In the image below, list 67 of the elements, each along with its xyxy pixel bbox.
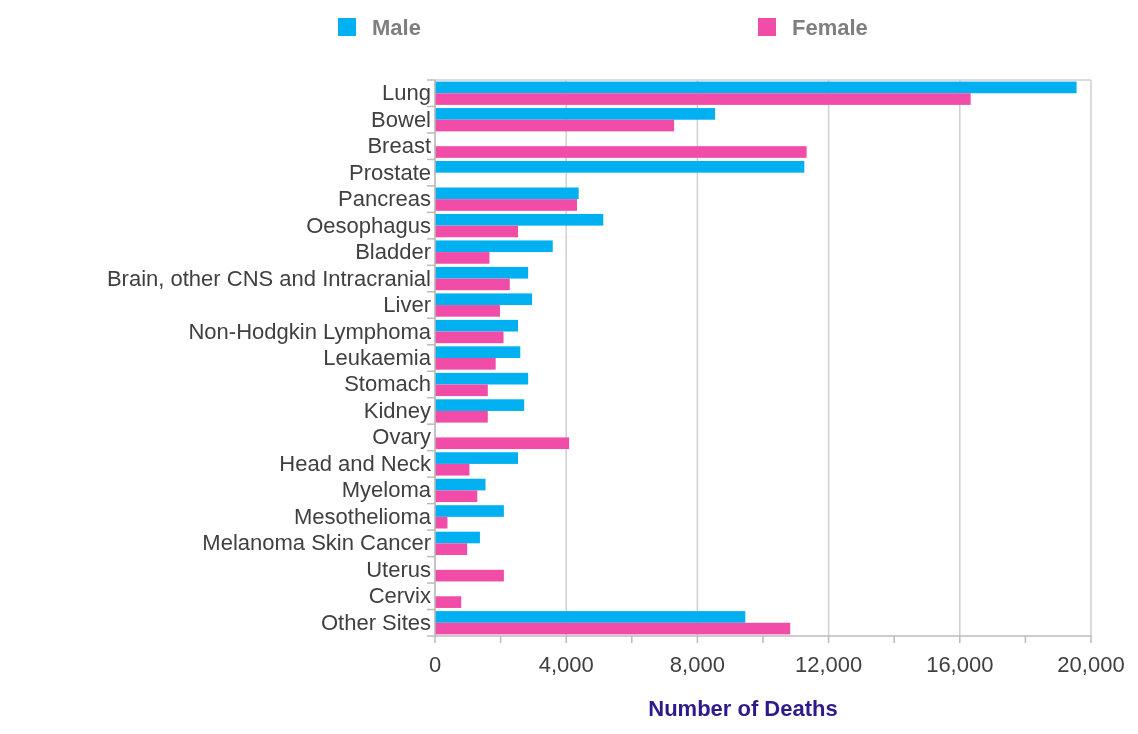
legend-label: Female	[792, 15, 868, 40]
bar	[435, 108, 716, 120]
bar	[435, 213, 604, 226]
y-tick-label: Non-Hodgkin Lymphoma	[188, 318, 432, 344]
bar	[435, 490, 478, 503]
y-tick-label: Myeloma	[341, 477, 432, 503]
y-tick-label: Oesophagus	[306, 212, 431, 238]
y-tick-label: Breast	[367, 133, 431, 159]
bar	[435, 516, 448, 529]
bar	[435, 146, 807, 158]
y-tick-label: Uterus	[366, 556, 431, 582]
x-tick-label: 0	[428, 652, 442, 677]
y-tick-label: Other Sites	[320, 609, 431, 635]
y-tick-label: Mesothelioma	[294, 503, 432, 529]
bar	[435, 358, 496, 370]
bar	[435, 543, 468, 555]
y-tick-label: Pancreas	[338, 186, 431, 212]
bar	[435, 437, 570, 450]
bar	[435, 622, 791, 635]
y-tick-label: Prostate	[349, 159, 431, 185]
bar	[435, 384, 488, 397]
bar	[435, 199, 578, 211]
bar	[435, 505, 504, 517]
y-tick-label: Leukaemia	[323, 345, 432, 370]
y-tick-label: Lung	[382, 80, 431, 106]
bar	[435, 569, 504, 582]
bar	[435, 266, 529, 279]
y-tick-label: Liver	[383, 292, 431, 318]
bar	[435, 452, 518, 464]
bar	[435, 119, 675, 132]
bar	[435, 278, 510, 291]
bar	[435, 293, 533, 306]
bar	[435, 161, 805, 173]
bar	[435, 478, 486, 491]
bar	[435, 463, 470, 476]
y-tick-label: Stomach	[344, 371, 431, 397]
bar	[435, 305, 500, 317]
bar	[435, 187, 579, 200]
y-tick-label: Brain, other CNS and Intracranial	[106, 265, 431, 291]
legend-label: Male	[372, 15, 421, 40]
x-tick-label: 20,000	[1057, 652, 1125, 677]
y-tick-label: Bladder	[355, 239, 431, 265]
bar	[435, 225, 518, 238]
bar	[435, 240, 553, 253]
bar	[435, 252, 490, 264]
x-tick-label: 12,000	[794, 652, 863, 677]
x-tick-label: 4,000	[538, 652, 594, 677]
bar	[435, 531, 480, 544]
bar	[435, 331, 504, 344]
bar	[435, 410, 488, 423]
bar	[435, 596, 462, 608]
y-tick-label: Bowel	[371, 106, 431, 132]
bar	[435, 319, 518, 332]
y-tick-label: Ovary	[372, 424, 431, 450]
y-tick-label: Melanoma Skin Cancer	[202, 530, 431, 556]
y-tick-label: Kidney	[363, 397, 431, 423]
bar	[435, 611, 746, 623]
y-tick-label: Head and Neck	[279, 450, 432, 476]
x-axis-title: Number of Deaths	[648, 696, 838, 721]
x-tick-label: 8,000	[669, 652, 725, 677]
y-tick-label: Cervix	[368, 583, 431, 609]
bar	[435, 399, 525, 411]
bar	[435, 346, 521, 358]
x-tick-label: 16,000	[926, 652, 994, 677]
bar	[435, 372, 529, 385]
bar	[435, 93, 971, 105]
bar	[435, 81, 1077, 94]
